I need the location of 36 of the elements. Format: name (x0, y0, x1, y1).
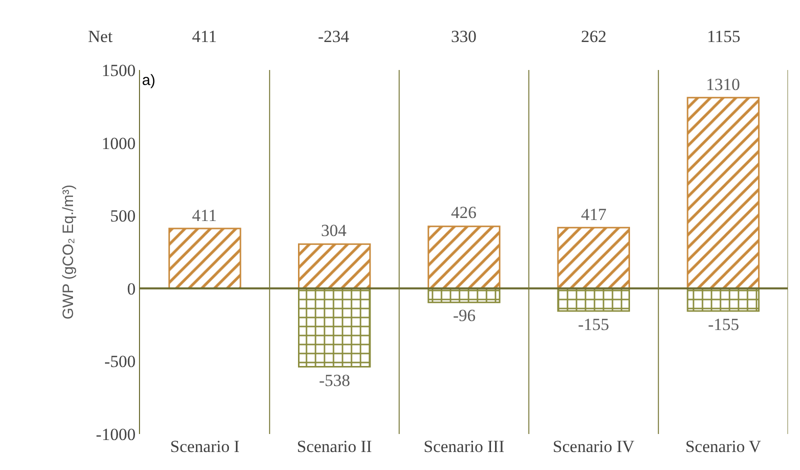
y-tick-label: 0 (127, 279, 136, 298)
y-tick-label: 1000 (102, 134, 136, 153)
x-tick-label: Scenario V (685, 437, 762, 456)
bar (168, 228, 242, 290)
data-label: 304 (321, 221, 347, 240)
data-label: -155 (708, 315, 740, 334)
y-tick-label: -500 (104, 352, 136, 372)
data-label: 1310 (706, 75, 740, 94)
x-tick-label: Scenario I (170, 437, 240, 456)
bar (686, 288, 760, 312)
text: Net (88, 27, 113, 46)
bar (428, 226, 500, 290)
text: 411 (192, 27, 217, 46)
data-label: 417 (581, 205, 607, 224)
bar (298, 288, 371, 368)
text: 330 (451, 27, 476, 46)
bar (298, 243, 371, 290)
data-label: -155 (578, 315, 610, 334)
data-label: -96 (453, 306, 476, 325)
y-tick-label: -1000 (96, 424, 136, 444)
x-tick-label: Scenario IV (552, 437, 636, 456)
text: -234 (318, 27, 350, 46)
bar (557, 226, 630, 290)
x-tick-label: Scenario II (296, 437, 372, 456)
data-label: -538 (319, 371, 350, 390)
text: 1155 (707, 27, 740, 46)
data-label: 411 (192, 206, 217, 225)
text: 262 (581, 27, 606, 46)
annotation: a) (142, 72, 156, 89)
y-tick-label: 500 (110, 206, 136, 226)
bar (557, 288, 630, 312)
y-tick-label: 1500 (102, 60, 136, 80)
bar (686, 96, 760, 290)
x-tick-label: Scenario III (424, 437, 505, 456)
data-label: 426 (451, 203, 476, 222)
y-axis-title: GWP (gCO₂ Eq./m³) (60, 184, 78, 320)
